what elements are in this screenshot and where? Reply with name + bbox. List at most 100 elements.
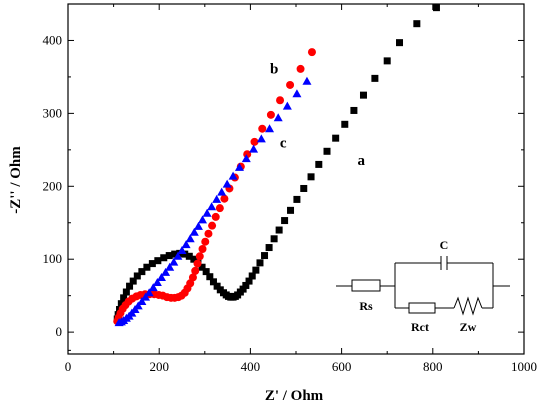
- equivalent-circuit-inset: [336, 256, 510, 316]
- point-c: [217, 187, 227, 196]
- point-a: [252, 266, 260, 274]
- point-a: [138, 268, 146, 276]
- point-a: [359, 91, 367, 99]
- point-c: [177, 245, 187, 254]
- point-b: [276, 96, 285, 105]
- point-a: [171, 250, 179, 258]
- point-a: [148, 260, 156, 268]
- point-c: [144, 288, 154, 297]
- point-c: [292, 89, 302, 98]
- point-a: [154, 257, 162, 265]
- series-b: [113, 48, 316, 326]
- y-tick-label: 300: [43, 105, 63, 120]
- point-c: [273, 113, 283, 122]
- point-a: [126, 282, 134, 290]
- label-rs: Rs: [359, 299, 373, 313]
- plot-frame: [67, 3, 525, 355]
- point-a: [245, 277, 253, 285]
- point-b: [191, 266, 200, 275]
- point-b: [188, 273, 197, 282]
- point-c: [152, 278, 162, 287]
- y-axis-title: -Z'' / Ohm: [8, 146, 24, 214]
- point-a: [275, 226, 283, 234]
- annotation-c: c: [280, 136, 287, 152]
- point-c: [185, 234, 195, 243]
- point-c: [241, 154, 251, 163]
- data-series: [113, 4, 440, 327]
- point-b: [195, 252, 204, 261]
- point-b: [286, 80, 295, 89]
- point-a: [185, 252, 193, 260]
- point-a: [209, 278, 217, 286]
- point-a: [190, 255, 198, 263]
- x-axis-title: Z' / Ohm: [265, 388, 324, 404]
- point-a: [160, 254, 168, 262]
- point-c: [193, 221, 203, 230]
- point-a: [202, 268, 210, 276]
- point-a: [213, 282, 221, 290]
- point-c: [137, 297, 147, 305]
- point-a: [281, 217, 289, 225]
- point-a: [122, 288, 130, 296]
- point-b: [211, 212, 220, 221]
- point-c: [234, 162, 244, 171]
- x-tick-label: 200: [149, 359, 169, 374]
- point-a: [120, 294, 128, 302]
- y-tick-label: 100: [43, 251, 63, 266]
- point-b: [193, 259, 202, 268]
- label-rct: Rct: [411, 320, 429, 334]
- point-c: [133, 301, 143, 310]
- point-a: [300, 184, 308, 192]
- x-tick-label: 0: [65, 359, 72, 374]
- point-b: [220, 194, 229, 203]
- point-a: [265, 244, 273, 252]
- point-a: [117, 300, 125, 308]
- point-a: [396, 39, 404, 47]
- point-a: [287, 206, 295, 214]
- y-tick-label: 0: [56, 324, 63, 339]
- point-a: [239, 285, 247, 293]
- point-a: [307, 173, 315, 181]
- point-a: [165, 252, 173, 260]
- point-a: [383, 57, 391, 65]
- point-a: [315, 160, 323, 168]
- point-a: [341, 120, 349, 128]
- point-c: [161, 267, 171, 276]
- annotation-a: a: [357, 153, 365, 169]
- point-c: [198, 215, 208, 224]
- annotation-b: b: [270, 61, 278, 77]
- point-a: [371, 74, 379, 82]
- series-a: [113, 4, 440, 323]
- resistor-rct: [408, 302, 436, 314]
- point-c: [181, 240, 191, 249]
- point-c: [169, 257, 179, 266]
- point-a: [293, 195, 301, 203]
- series-annotations: a b c: [270, 61, 366, 169]
- resistor-rs: [351, 279, 381, 292]
- point-c: [189, 227, 199, 236]
- axis-ticks: 0 200 400 600 800 1000 0 100 200 300 400: [43, 4, 537, 374]
- point-c: [173, 251, 183, 260]
- point-b: [204, 229, 213, 238]
- point-a: [242, 281, 250, 289]
- point-c: [202, 208, 212, 217]
- point-a: [270, 235, 278, 243]
- point-b: [258, 124, 267, 133]
- point-c: [302, 76, 312, 85]
- point-c: [249, 144, 259, 153]
- point-c: [212, 194, 222, 203]
- point-b: [201, 237, 210, 246]
- point-a: [432, 4, 440, 12]
- point-c: [265, 124, 275, 133]
- point-c: [207, 202, 217, 211]
- plot-area-border: [67, 3, 525, 355]
- point-a: [133, 272, 141, 280]
- x-tick-label: 800: [423, 359, 443, 374]
- point-c: [141, 292, 151, 301]
- point-c: [148, 283, 158, 292]
- point-a: [143, 263, 151, 271]
- warburg-element: [453, 296, 483, 316]
- point-b: [208, 221, 217, 230]
- point-a: [129, 277, 137, 285]
